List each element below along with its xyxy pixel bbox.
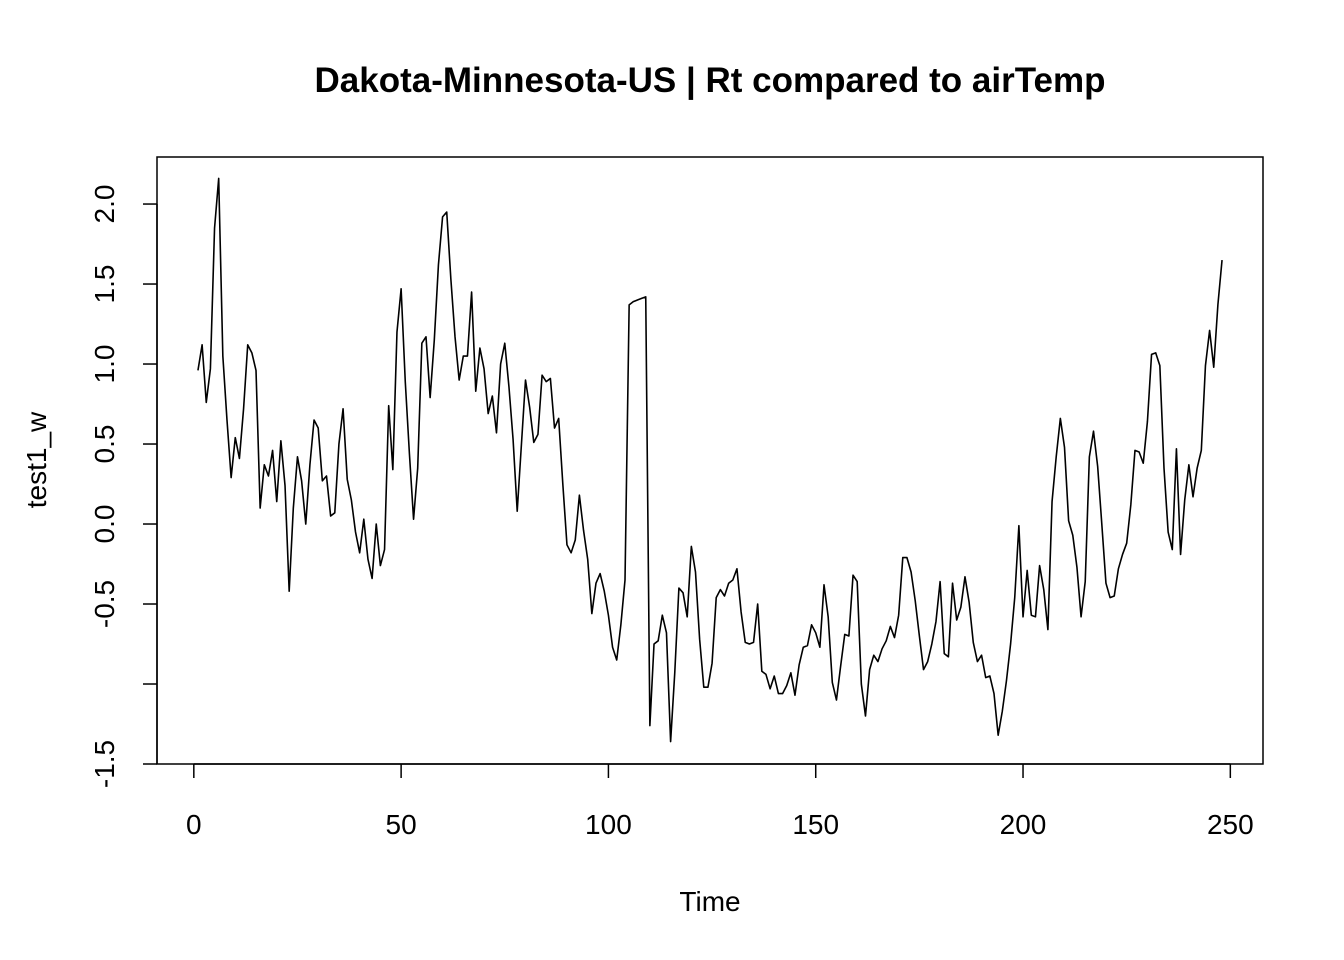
x-tick-label: 250 <box>1207 809 1254 840</box>
x-axis-label: Time <box>679 886 740 917</box>
x-tick-label: 200 <box>1000 809 1047 840</box>
chart-title: Dakota-Minnesota-US | Rt compared to air… <box>315 61 1106 100</box>
y-tick-label: 1.5 <box>89 265 120 304</box>
y-tick-label: 0.5 <box>89 425 120 464</box>
y-tick-label: 2.0 <box>89 185 120 224</box>
y-tick-label: 1.0 <box>89 345 120 384</box>
y-tick-label: -1.5 <box>89 740 120 788</box>
x-tick-label: 50 <box>386 809 417 840</box>
y-tick-label: -0.5 <box>89 580 120 628</box>
x-tick-label: 100 <box>585 809 632 840</box>
y-axis-label: test1_w <box>21 411 52 508</box>
y-tick-label: 0.0 <box>89 505 120 544</box>
x-tick-label: 0 <box>186 809 202 840</box>
x-tick-label: 150 <box>792 809 839 840</box>
series-line <box>197 177 1223 743</box>
